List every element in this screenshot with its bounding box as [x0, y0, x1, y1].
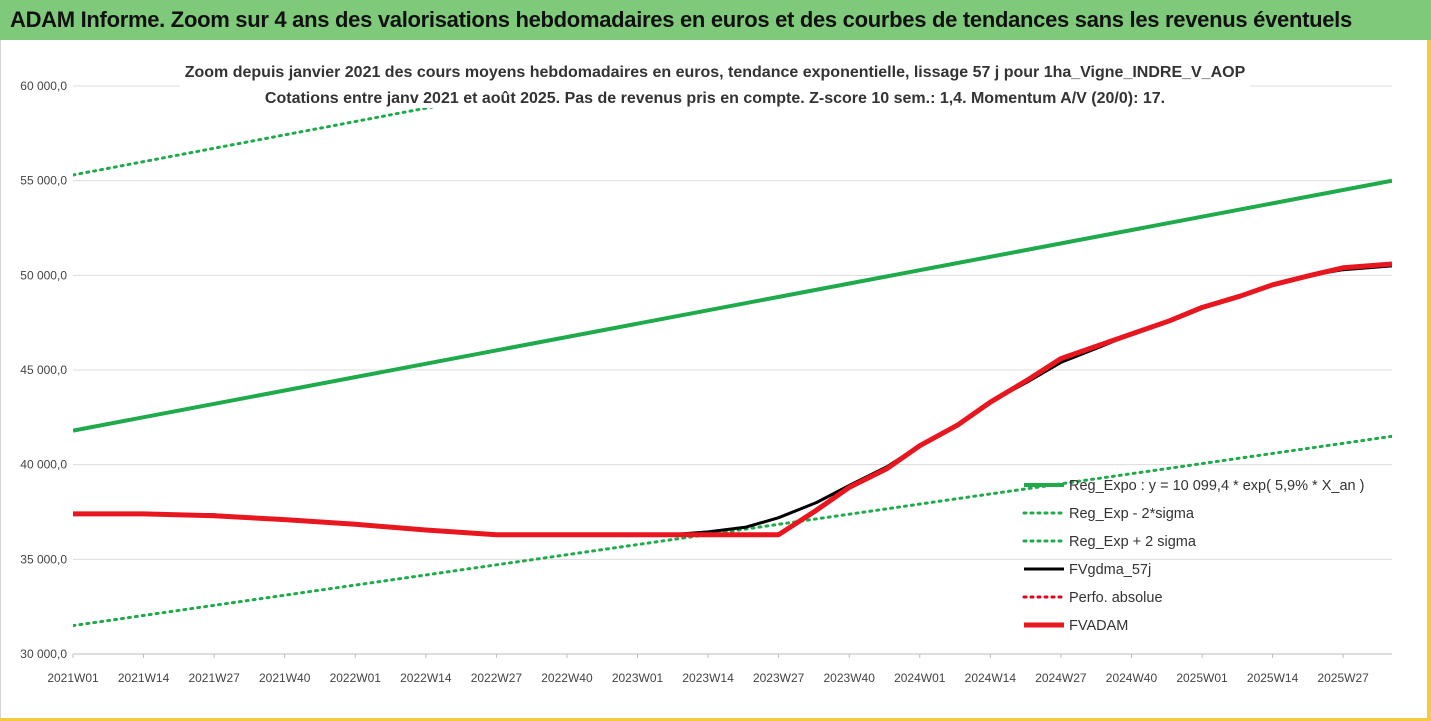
y-tick-label: 40 000,0	[20, 458, 67, 472]
report-banner-title: ADAM Informe. Zoom sur 4 ans des valoris…	[0, 0, 1431, 40]
x-tick-label: 2023W27	[753, 671, 805, 685]
frame-accent-right	[1427, 40, 1431, 721]
x-tick-label: 2021W14	[118, 671, 170, 685]
x-tick-label: 2024W01	[894, 671, 946, 685]
y-tick-label: 50 000,0	[20, 268, 67, 282]
x-tick-label: 2022W01	[330, 671, 382, 685]
axis-ticks: 30 000,0 35 000,0 40 000,0 45 000,0 50 000,0…	[20, 79, 1369, 685]
x-tick-label: 2021W01	[47, 671, 99, 685]
x-tick-label: 2024W27	[1035, 671, 1087, 685]
x-tick-label: 2024W14	[965, 671, 1017, 685]
x-tick-label: 2025W01	[1176, 671, 1228, 685]
x-tick-label: 2021W40	[259, 671, 311, 685]
x-tick-label: 2021W27	[188, 671, 240, 685]
series-reg-expo-line	[73, 178, 1392, 433]
chart-title-background	[180, 56, 1250, 108]
series-reg-exp-plus-2sigma-line	[73, 86, 551, 177]
legend-item-reg-expo-label: Reg_Expo : y = 10 099,4 * exp( 5,9% * X_…	[1069, 478, 1364, 494]
x-tick-label: 2022W27	[471, 671, 523, 685]
chart-subtitle: Cotations entre janv 2021 et août 2025. …	[265, 90, 1165, 107]
legend-item-fvadam-label: FVADAM	[1069, 618, 1128, 634]
series-fvadam-line	[73, 261, 1392, 538]
legend-item-perfo-label: Perfo. absolue	[1069, 590, 1163, 606]
frame-accent-bottom	[0, 718, 1431, 721]
gridlines	[72, 85, 1392, 658]
x-tick-label: 2024W40	[1106, 671, 1158, 685]
legend-item-fvgdma-label: FVgdma_57j	[1069, 562, 1151, 578]
y-tick-label: 45 000,0	[20, 363, 67, 377]
legend-item-reg-exp-plus-label: Reg_Exp + 2 sigma	[1069, 534, 1197, 550]
x-tick-label: 2022W40	[541, 671, 593, 685]
series-reg-exp-minus-2sigma-line	[73, 434, 1392, 628]
x-tick-label: 2025W27	[1317, 671, 1369, 685]
x-tick-label: 2023W40	[824, 671, 876, 685]
y-tick-label: 60 000,0	[20, 79, 67, 93]
x-tick-label: 2023W01	[612, 671, 664, 685]
x-tick-label: 2023W14	[682, 671, 734, 685]
x-tick-label: 2022W14	[400, 671, 452, 685]
y-tick-label: 35 000,0	[20, 552, 67, 566]
chart-legend: Reg_Expo : y = 10 099,4 * exp( 5,9% * X_…	[1022, 478, 1364, 634]
plot-lines	[73, 86, 1392, 628]
x-tick-label: 2025W14	[1247, 671, 1299, 685]
y-tick-label: 55 000,0	[20, 174, 67, 188]
y-tick-label: 30 000,0	[20, 647, 67, 661]
legend-item-reg-exp-minus-label: Reg_Exp - 2*sigma	[1069, 506, 1195, 522]
chart-title: Zoom depuis janvier 2021 des cours moyen…	[185, 64, 1246, 81]
